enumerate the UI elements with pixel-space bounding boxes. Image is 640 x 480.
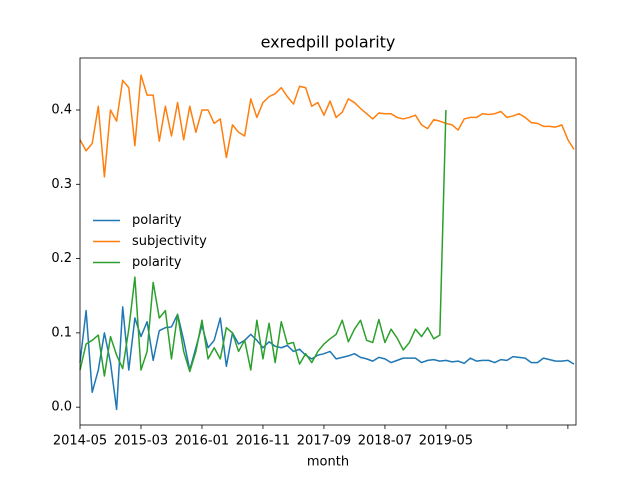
chart-title: exredpill polarity xyxy=(261,33,396,52)
legend-label: polarity xyxy=(132,213,182,228)
x-tick-label: 2019-05 xyxy=(419,434,473,449)
y-tick-label: 0.2 xyxy=(51,251,72,266)
x-tick-label: 2016-11 xyxy=(236,434,290,449)
line-series xyxy=(79,109,447,377)
x-axis-label: month xyxy=(307,455,349,470)
x-tick-label: 2015-03 xyxy=(114,434,168,449)
x-tick-label: 2016-01 xyxy=(175,434,229,449)
x-tick-label: 2014-05 xyxy=(53,434,107,449)
x-tick-label: 2018-07 xyxy=(358,434,412,449)
line-series xyxy=(79,306,575,411)
x-tick-label: 2017-09 xyxy=(297,434,351,449)
y-tick-label: 0.0 xyxy=(51,400,72,415)
legend-label: subjectivity xyxy=(132,234,207,249)
y-tick-label: 0.1 xyxy=(51,325,72,340)
y-tick-label: 0.3 xyxy=(51,177,72,192)
line-series xyxy=(79,74,575,178)
y-tick-label: 0.4 xyxy=(51,103,72,118)
axes-frame xyxy=(79,57,577,426)
legend-label: polarity xyxy=(132,255,182,270)
